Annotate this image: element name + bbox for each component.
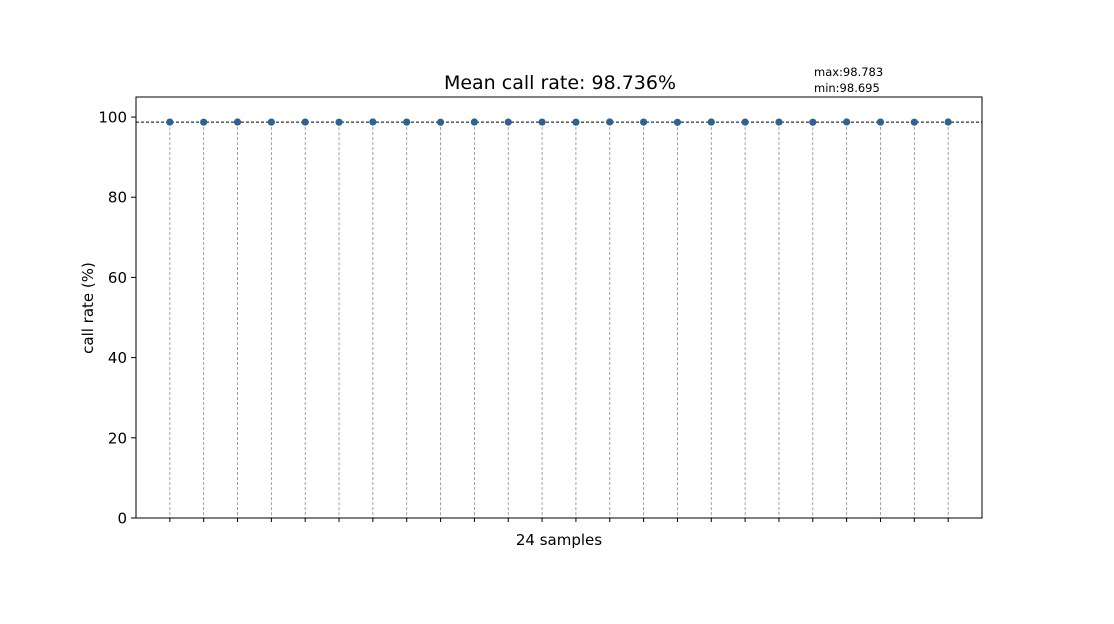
data-point <box>403 118 411 126</box>
y-axis-label: call rate (%) <box>79 262 97 354</box>
y-tick-label: 80 <box>108 189 127 207</box>
data-point <box>809 118 817 126</box>
data-point <box>775 118 783 126</box>
y-tick-label: 60 <box>108 269 127 287</box>
plot-frame <box>135 96 983 519</box>
data-point <box>436 118 445 126</box>
data-point <box>267 118 275 126</box>
data-point <box>572 118 580 126</box>
y-tick-label: 20 <box>108 429 127 447</box>
data-point <box>910 118 918 126</box>
min-annotation: min:98.695 <box>814 81 880 95</box>
data-point <box>470 118 478 126</box>
chart-title: Mean call rate: 98.736% <box>444 72 676 94</box>
y-tick-label: 40 <box>108 349 127 367</box>
data-point <box>741 118 749 126</box>
data-point <box>876 118 885 126</box>
data-point <box>673 118 682 126</box>
data-point <box>233 118 242 126</box>
data-point <box>707 118 715 126</box>
data-point <box>640 118 648 126</box>
x-axis-label: 24 samples <box>516 531 602 549</box>
data-point <box>606 118 614 126</box>
max-annotation: max:98.783 <box>814 65 883 79</box>
y-tick-label: 0 <box>117 510 127 528</box>
data-point <box>301 118 309 126</box>
plot-area: 0 20 40 60 80 100 <box>98 96 983 528</box>
data-point <box>200 118 208 126</box>
data-point <box>335 118 343 126</box>
y-tick-label: 100 <box>98 109 127 127</box>
data-point <box>504 118 512 126</box>
data-point <box>538 118 546 126</box>
data-point <box>944 118 952 126</box>
data-point <box>166 118 174 126</box>
data-point <box>843 118 851 126</box>
data-point <box>369 118 377 126</box>
